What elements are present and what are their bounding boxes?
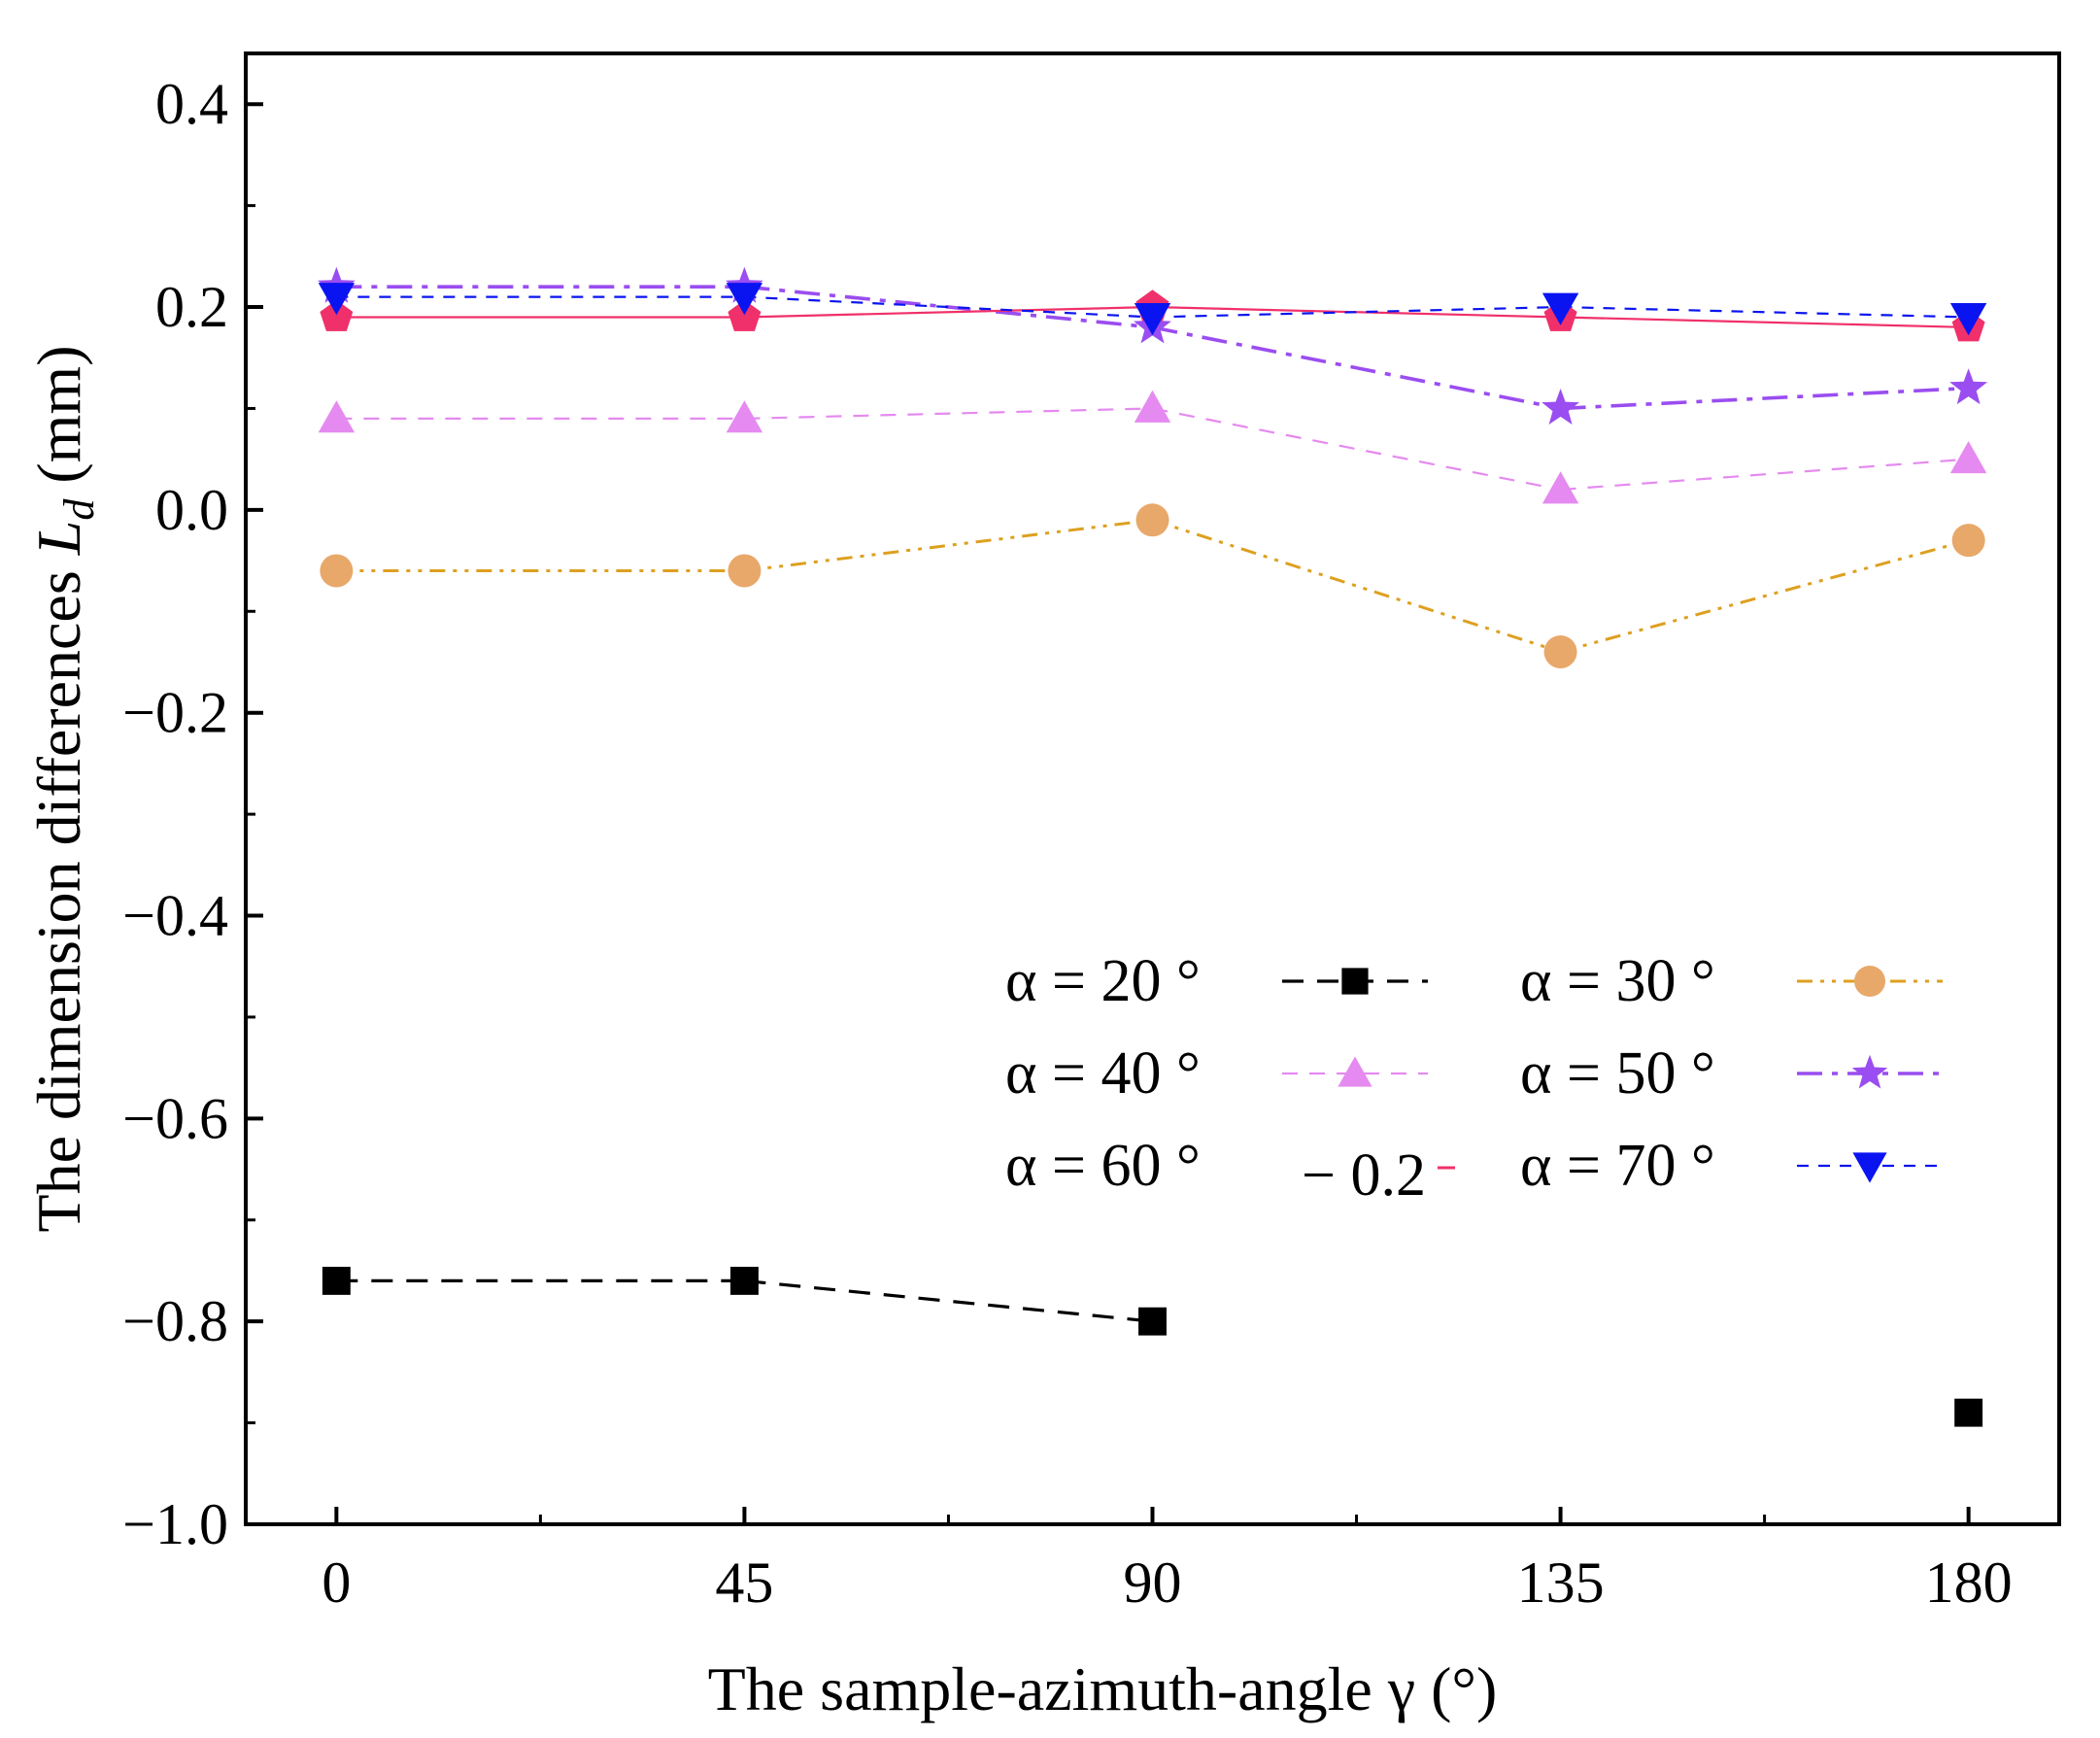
series-line-5: [1152, 305, 1561, 319]
data-point-series-2: [320, 554, 354, 588]
series-line-2: [1560, 538, 1970, 654]
data-point-series-4: [1949, 368, 1988, 405]
series-line-6: [744, 295, 1153, 319]
legend-label: α = 30 °: [1520, 948, 1715, 1014]
y-axis-title: The dimension differences Ld (mm): [24, 345, 103, 1232]
series-lines: [336, 285, 1970, 1323]
series-line-4: [1560, 386, 1969, 411]
data-point-series-3: [726, 400, 763, 433]
y-tick-label: −1.0: [122, 1492, 228, 1556]
series-line-4: [1152, 325, 1561, 411]
data-point-series-3: [1949, 441, 1987, 474]
data-point-series-1: [1954, 1398, 1983, 1427]
legend-marker: [1338, 1056, 1372, 1087]
x-tick-label: 135: [1517, 1551, 1605, 1615]
series-line-3: [1152, 407, 1561, 492]
series-line-3: [1560, 458, 1969, 492]
data-point-series-1: [1138, 1307, 1167, 1336]
y-tick-label: −0.6: [122, 1086, 228, 1150]
x-axis: 0 45 90 135 180: [322, 1507, 2013, 1615]
legend-artifact-label: − 0.2: [1302, 1142, 1426, 1209]
x-axis-title: The sample-azimuth-angle γ (°): [708, 1654, 1498, 1723]
legend-marker: [1341, 968, 1369, 995]
y-tick-label: 0.2: [155, 275, 228, 339]
legend-label: α = 50 °: [1520, 1040, 1715, 1107]
legend-label: α = 60 °: [1005, 1133, 1201, 1199]
data-point-series-3: [318, 400, 356, 433]
data-point-series-1: [729, 1266, 759, 1295]
series-line-2: [744, 518, 1153, 572]
y-tick-label: 0.0: [155, 478, 228, 542]
data-point-series-6: [1949, 303, 1987, 336]
x-tick-label: 90: [1124, 1551, 1182, 1615]
legend-marker: [1851, 1054, 1888, 1089]
data-point-series-5: [728, 299, 762, 331]
series-line-5: [1560, 316, 1969, 329]
legend: α = 20 ° α = 30 ° α = 40 ° α = 50 ° α = 60 °…: [1005, 948, 1943, 1209]
data-point-series-2: [1543, 635, 1577, 669]
data-point-series-3: [1541, 471, 1579, 504]
data-point-series-5: [320, 299, 354, 331]
data-point-series-4: [1541, 389, 1579, 425]
legend-label: α = 70 °: [1520, 1133, 1715, 1199]
y-axis: 0.4 0.2 0.0 −0.2 −0.4 −0.6 −0.8 −1.0: [122, 72, 263, 1556]
legend-label: α = 40 °: [1005, 1040, 1201, 1107]
series-line-1: [744, 1278, 1153, 1323]
series-line-4: [744, 285, 1153, 329]
x-tick-label: 180: [1925, 1551, 2013, 1615]
y-tick-label: −0.8: [122, 1289, 228, 1353]
y-tick-label: −0.2: [122, 681, 228, 745]
data-point-series-2: [1135, 503, 1169, 537]
data-point-series-6: [1134, 303, 1171, 336]
series-line-6: [1560, 305, 1969, 319]
y-tick-label: 0.4: [155, 72, 228, 136]
legend-marker: [1854, 966, 1885, 997]
legend-marker: [1852, 1152, 1887, 1183]
data-point-series-2: [728, 554, 762, 588]
data-point-series-6: [1541, 292, 1579, 325]
series-line-6: [1152, 305, 1561, 319]
x-tick-label: 45: [715, 1551, 773, 1615]
data-point-series-3: [1134, 390, 1171, 423]
series-line-5: [744, 305, 1153, 319]
data-point-series-1: [322, 1266, 351, 1295]
data-point-series-6: [318, 283, 356, 316]
series-line-3: [744, 407, 1153, 420]
y-tick-label: −0.4: [122, 884, 228, 948]
x-tick-label: 0: [322, 1551, 351, 1615]
data-point-series-6: [726, 283, 763, 316]
legend-label: α = 20 °: [1005, 948, 1201, 1014]
plot-frame: [244, 51, 2061, 1526]
series-line-2: [1152, 518, 1562, 654]
series-markers: [317, 266, 1988, 1427]
data-point-series-2: [1951, 524, 1985, 558]
